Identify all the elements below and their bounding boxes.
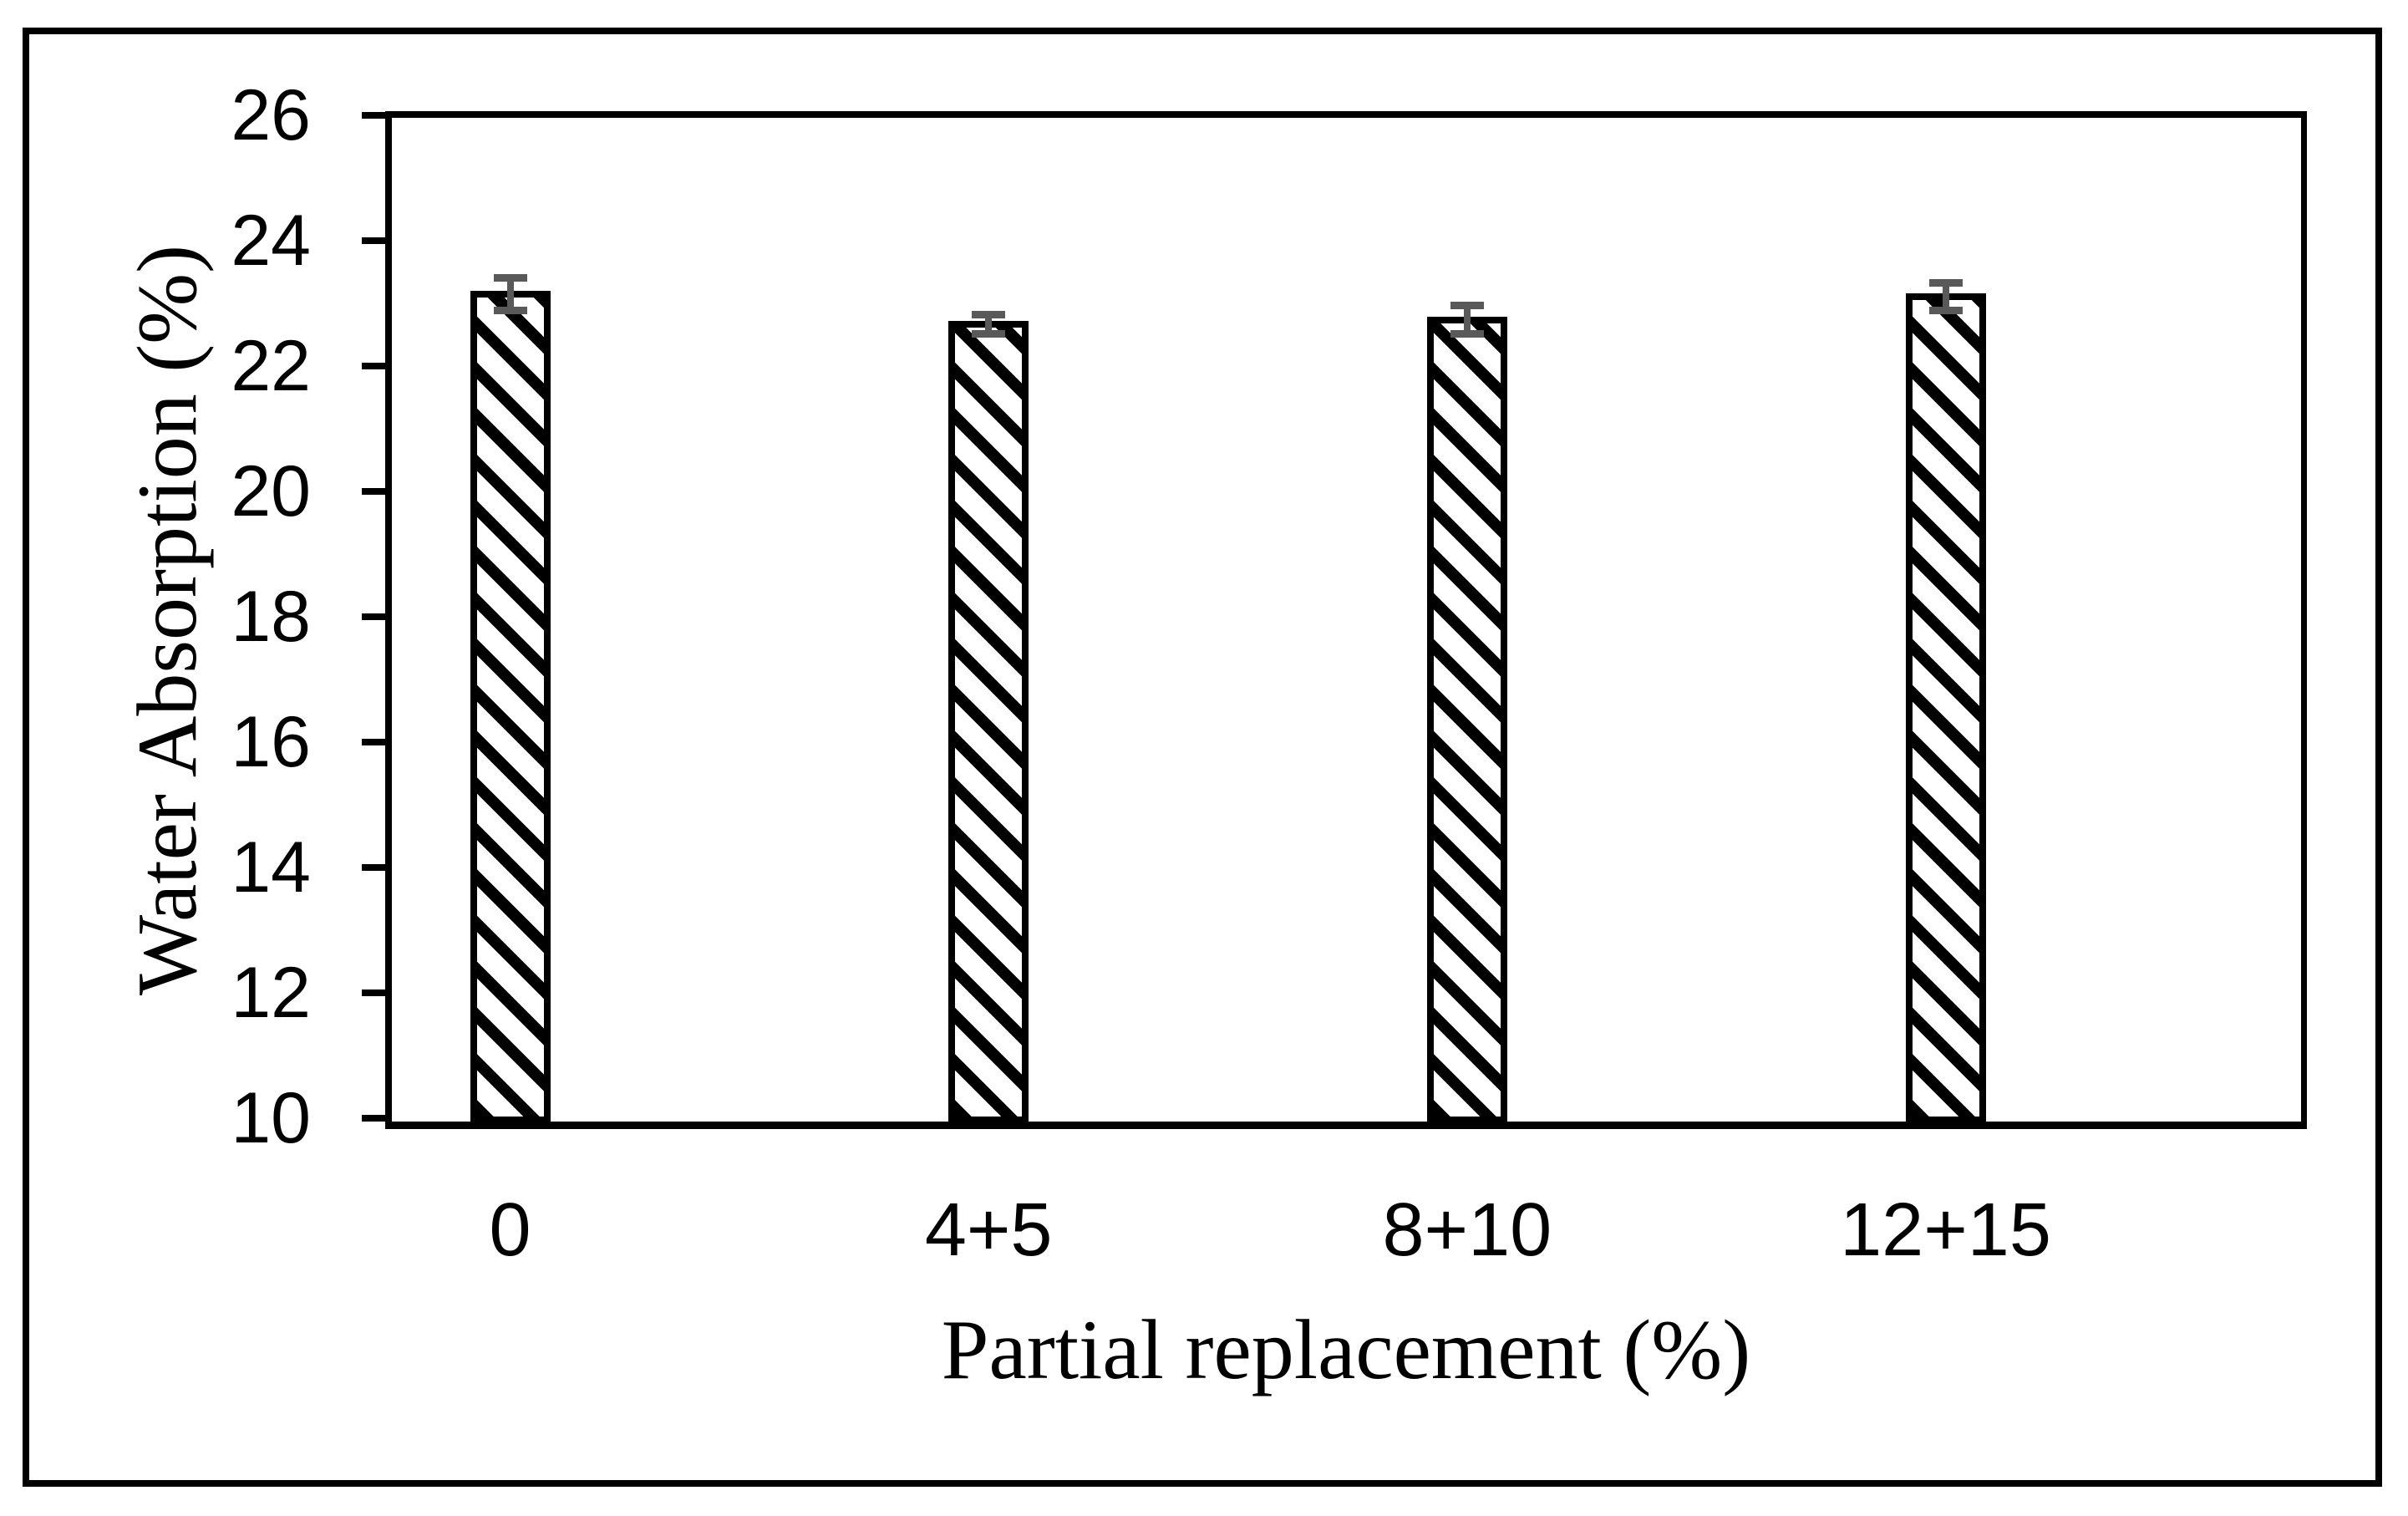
y-tick bbox=[362, 237, 386, 244]
error-bar-stem bbox=[1942, 282, 1949, 311]
y-tick bbox=[362, 1115, 386, 1122]
error-bar-cap-top bbox=[1450, 301, 1484, 309]
bar bbox=[948, 320, 1029, 1123]
y-tick bbox=[362, 488, 386, 495]
bar bbox=[1426, 316, 1507, 1123]
error-bar-cap-top bbox=[1928, 278, 1963, 287]
y-tick bbox=[362, 739, 386, 745]
x-category-label: 0 bbox=[489, 1188, 531, 1272]
y-tick bbox=[362, 864, 386, 871]
error-bar-cap-bottom bbox=[1928, 306, 1963, 314]
y-tick-label: 22 bbox=[231, 326, 311, 406]
error-bar-stem bbox=[985, 314, 993, 333]
y-tick-label: 26 bbox=[231, 75, 311, 155]
bar bbox=[1905, 293, 1986, 1123]
y-tick-label: 16 bbox=[231, 702, 311, 782]
y-tick-label: 18 bbox=[231, 577, 311, 657]
y-tick bbox=[362, 613, 386, 620]
y-tick-label: 14 bbox=[231, 827, 311, 908]
y-tick-label: 20 bbox=[231, 451, 311, 532]
bar bbox=[470, 290, 551, 1123]
error-bar-cap-bottom bbox=[493, 306, 527, 314]
y-tick-label: 10 bbox=[231, 1078, 311, 1158]
error-bar-cap-top bbox=[493, 273, 527, 282]
y-tick-label: 12 bbox=[231, 953, 311, 1033]
figure-border bbox=[23, 28, 2382, 1487]
error-bar-cap-bottom bbox=[1450, 330, 1484, 338]
x-axis-title: Partial replacement (%) bbox=[941, 1303, 1751, 1397]
x-category-label: 8+10 bbox=[1382, 1188, 1552, 1272]
y-tick bbox=[362, 363, 386, 369]
y-tick bbox=[362, 989, 386, 996]
error-bar-stem bbox=[506, 277, 514, 311]
error-bar-cap-top bbox=[972, 311, 1006, 318]
error-bar-stem bbox=[1463, 305, 1471, 334]
x-category-label: 4+5 bbox=[924, 1188, 1053, 1272]
y-tick-label: 24 bbox=[231, 201, 311, 281]
error-bar-cap-bottom bbox=[972, 329, 1006, 338]
y-tick bbox=[362, 112, 386, 119]
x-category-label: 12+15 bbox=[1840, 1188, 2051, 1272]
